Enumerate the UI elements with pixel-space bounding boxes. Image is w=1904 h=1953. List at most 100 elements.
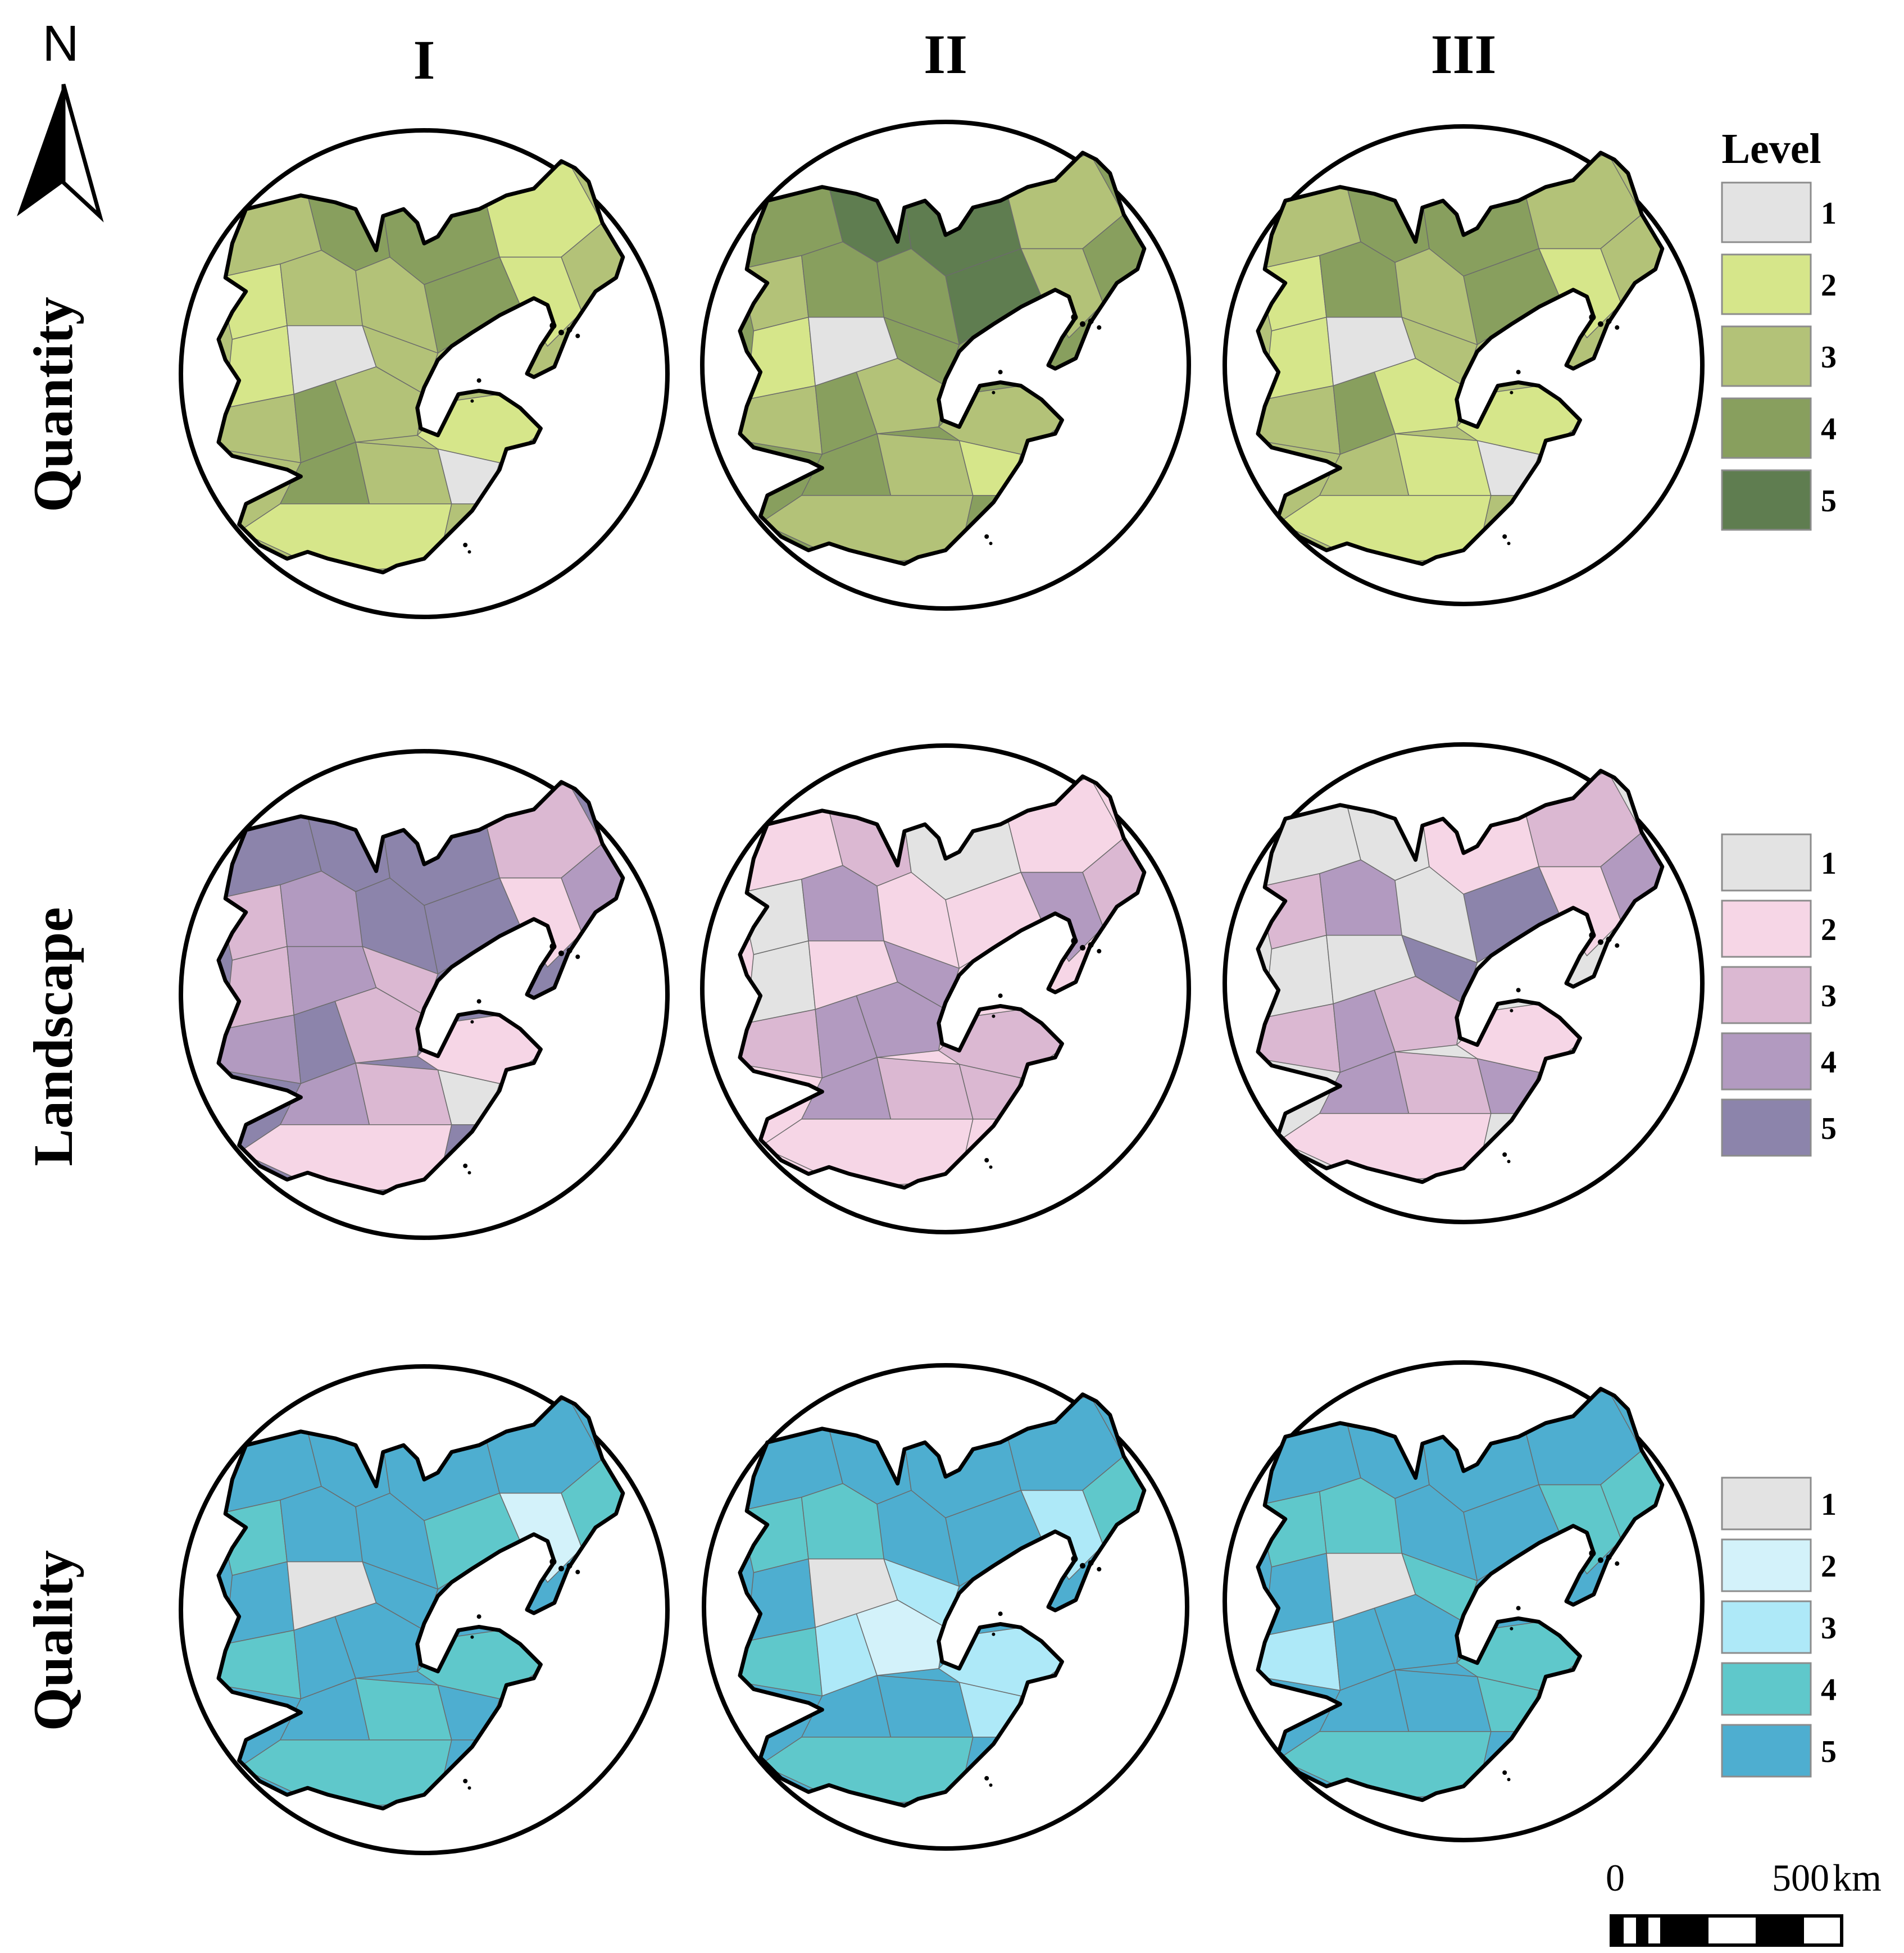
island-marker [989, 542, 993, 546]
island-marker [1589, 1550, 1596, 1557]
island-marker [1615, 325, 1620, 330]
map-panel [1223, 742, 1705, 1224]
island-marker [1507, 542, 1511, 546]
island-marker [549, 322, 557, 329]
scale-bar-unit-label: km [1833, 1856, 1882, 1899]
legend-label: 1 [1821, 196, 1837, 231]
legend-swatch [1721, 833, 1812, 892]
map-panel [702, 1363, 1189, 1851]
map-zone [876, 433, 974, 496]
legend-swatch [1721, 397, 1812, 459]
map-zone [876, 1675, 974, 1738]
legend-label: 1 [1821, 1487, 1837, 1522]
legend-swatch [1721, 1538, 1812, 1592]
legend-swatch [1721, 469, 1812, 531]
island-marker [1502, 534, 1507, 539]
row-label-quantity: Quantity [22, 297, 84, 512]
legend-title: Level [1721, 125, 1821, 172]
island-marker [1097, 1566, 1102, 1572]
island-marker [575, 954, 580, 959]
island-marker [989, 1783, 993, 1787]
island-marker [997, 380, 1001, 384]
scale-bar-segment [1660, 1916, 1708, 1945]
legend-label: 1 [1821, 846, 1837, 881]
legend-swatch [1721, 1662, 1812, 1716]
island-marker [463, 1164, 468, 1168]
scale-bar-end-label: 500 [1772, 1856, 1829, 1899]
maps-layer [179, 120, 1705, 1855]
island-marker [997, 1622, 1001, 1626]
scale-bar-segment [1756, 1916, 1804, 1945]
legend-swatch [1721, 325, 1812, 387]
island-marker [470, 1020, 474, 1024]
scale-bar: 0 500 km [1606, 1856, 1882, 1947]
island-marker [1589, 932, 1596, 939]
island-marker [1515, 998, 1519, 1002]
map-zones [1258, 1388, 1662, 1800]
island-marker [1088, 942, 1094, 948]
map-panel [179, 749, 670, 1240]
legend-label: 5 [1821, 1734, 1837, 1769]
island-marker [998, 1611, 1003, 1616]
map-zone [876, 1057, 974, 1120]
island-marker [1502, 1152, 1507, 1157]
legend-swatch [1721, 253, 1812, 315]
island-marker [1080, 1563, 1085, 1569]
island-marker [992, 1014, 996, 1018]
map-boundary [216, 159, 625, 575]
map-panel [179, 128, 670, 619]
island-marker [1598, 1557, 1603, 1563]
island-marker [1598, 939, 1603, 945]
legend: 1 2 3 4 5 [1721, 833, 1837, 1157]
legend-label: 4 [1821, 412, 1837, 447]
legend-label: 3 [1821, 1611, 1837, 1646]
island-marker [1606, 936, 1612, 942]
island-marker [467, 1786, 471, 1790]
island-marker [1515, 380, 1519, 384]
island-marker [1080, 321, 1085, 327]
island-marker [549, 1558, 557, 1565]
legend-swatch [1721, 1724, 1812, 1778]
island-marker [998, 370, 1003, 375]
island-marker [1507, 1778, 1511, 1782]
column-header-2: II [924, 23, 967, 85]
map-zone [1394, 1669, 1492, 1732]
island-marker [476, 378, 481, 383]
legend-swatch [1721, 900, 1812, 958]
island-marker [997, 1004, 1001, 1008]
map-panel [700, 743, 1191, 1234]
island-marker [463, 1779, 468, 1783]
north-arrow: N [17, 16, 104, 222]
map-panel [1223, 1360, 1705, 1842]
legend-swatch [1721, 1098, 1812, 1157]
legend-label: 4 [1821, 1673, 1837, 1707]
island-marker [566, 1563, 572, 1569]
map-panel [1223, 124, 1705, 606]
legend: 1 2 3 4 5 [1721, 1477, 1837, 1778]
island-marker [984, 1776, 989, 1781]
map-boundary [216, 1395, 625, 1811]
legend-label: 2 [1821, 1549, 1837, 1584]
island-marker [476, 1614, 481, 1619]
island-marker [470, 1635, 474, 1639]
legend-swatch [1721, 1477, 1812, 1530]
island-marker [1598, 321, 1603, 327]
map-boundary [738, 151, 1147, 566]
legend-label: 3 [1821, 979, 1837, 1014]
map-zone [355, 1062, 452, 1125]
map-boundary [1256, 1387, 1665, 1802]
map-boundary [1256, 769, 1665, 1184]
legend: 1 2 3 4 5 [1721, 181, 1837, 531]
island-marker [1080, 944, 1085, 951]
island-marker [476, 999, 481, 1004]
legend-label: 5 [1821, 484, 1837, 519]
island-marker [1088, 318, 1094, 324]
north-arrow-label: N [43, 16, 79, 72]
island-marker [1515, 1616, 1519, 1620]
legend-label: 3 [1821, 340, 1837, 375]
island-marker [1071, 1555, 1078, 1563]
island-marker [1097, 948, 1102, 953]
north-arrow-dark-half [17, 84, 63, 216]
map-zones [219, 782, 623, 1193]
island-marker [1615, 1561, 1620, 1566]
